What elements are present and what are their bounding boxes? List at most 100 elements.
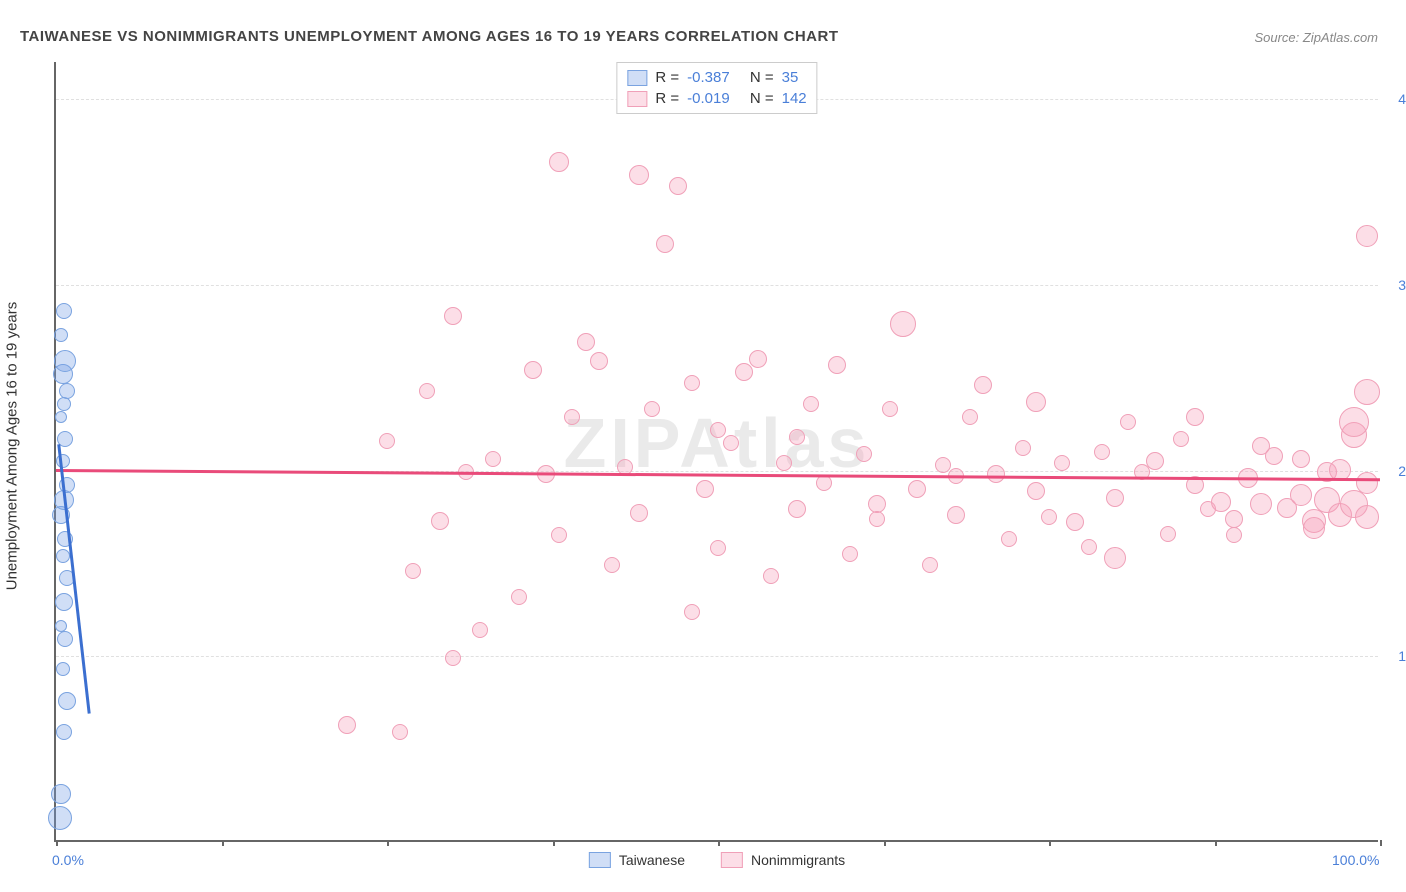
data-point-nonimmigrants xyxy=(629,165,649,185)
y-tick-label: 40.0% xyxy=(1398,91,1406,107)
data-point-nonimmigrants xyxy=(696,480,714,498)
data-point-nonimmigrants xyxy=(1026,392,1046,412)
y-tick-label: 30.0% xyxy=(1398,277,1406,293)
data-point-nonimmigrants xyxy=(1339,407,1369,437)
data-point-nonimmigrants xyxy=(908,480,926,498)
data-point-taiwanese xyxy=(56,549,70,563)
data-point-nonimmigrants xyxy=(710,422,726,438)
data-point-nonimmigrants xyxy=(1041,509,1057,525)
legend-label-taiwanese: Taiwanese xyxy=(619,852,685,868)
data-point-nonimmigrants xyxy=(1081,539,1097,555)
data-point-taiwanese xyxy=(56,724,72,740)
legend-swatch-nonimmigrants xyxy=(721,852,743,868)
data-point-nonimmigrants xyxy=(511,589,527,605)
data-point-nonimmigrants xyxy=(524,361,542,379)
data-point-taiwanese xyxy=(51,784,71,804)
data-point-nonimmigrants xyxy=(445,650,461,666)
data-point-nonimmigrants xyxy=(405,563,421,579)
source-label: Source: ZipAtlas.com xyxy=(1254,30,1378,45)
legend-label-nonimmigrants: Nonimmigrants xyxy=(751,852,845,868)
legend-nonimmigrants: Nonimmigrants xyxy=(721,852,845,868)
data-point-nonimmigrants xyxy=(1354,379,1380,405)
r-value-taiwanese: -0.387 xyxy=(687,69,730,86)
data-point-nonimmigrants xyxy=(1292,450,1310,468)
data-point-nonimmigrants xyxy=(1356,225,1378,247)
data-point-nonimmigrants xyxy=(1120,414,1136,430)
data-point-taiwanese xyxy=(54,328,68,342)
data-point-nonimmigrants xyxy=(1225,510,1243,528)
x-tick-label: 0.0% xyxy=(52,852,84,868)
data-point-nonimmigrants xyxy=(935,457,951,473)
data-point-nonimmigrants xyxy=(644,401,660,417)
swatch-taiwanese xyxy=(627,70,647,86)
data-point-nonimmigrants xyxy=(1303,517,1325,539)
stats-box: R = -0.387 N = 35 R = -0.019 N = 142 xyxy=(616,62,817,114)
data-point-nonimmigrants xyxy=(1173,431,1189,447)
data-point-taiwanese xyxy=(55,411,67,423)
data-point-nonimmigrants xyxy=(379,433,395,449)
legend-swatch-taiwanese xyxy=(589,852,611,868)
data-point-nonimmigrants xyxy=(1094,444,1110,460)
data-point-nonimmigrants xyxy=(549,152,569,172)
n-label: N = xyxy=(750,69,774,86)
r-value-nonimmigrants: -0.019 xyxy=(687,90,730,107)
data-point-nonimmigrants xyxy=(431,512,449,530)
data-point-nonimmigrants xyxy=(684,604,700,620)
x-tick-label: 100.0% xyxy=(1332,852,1379,868)
data-point-nonimmigrants xyxy=(1290,484,1312,506)
data-point-nonimmigrants xyxy=(1355,505,1379,529)
data-point-nonimmigrants xyxy=(1356,472,1378,494)
data-point-taiwanese xyxy=(57,397,71,411)
data-point-nonimmigrants xyxy=(1106,489,1124,507)
data-point-nonimmigrants xyxy=(444,307,462,325)
data-point-nonimmigrants xyxy=(763,568,779,584)
data-point-nonimmigrants xyxy=(962,409,978,425)
data-point-nonimmigrants xyxy=(338,716,356,734)
data-point-nonimmigrants xyxy=(1250,493,1272,515)
n-value-nonimmigrants: 142 xyxy=(782,90,807,107)
data-point-taiwanese xyxy=(54,350,76,372)
data-point-nonimmigrants xyxy=(1252,437,1270,455)
data-point-taiwanese xyxy=(56,662,70,676)
data-point-nonimmigrants xyxy=(890,311,916,337)
data-point-nonimmigrants xyxy=(577,333,595,351)
stats-nonimmigrants: R = -0.019 N = 142 xyxy=(627,88,806,109)
data-point-nonimmigrants xyxy=(392,724,408,740)
chart-area: ZIPAtlas R = -0.387 N = 35 R = -0.019 N … xyxy=(54,62,1378,842)
y-axis-label: Unemployment Among Ages 16 to 19 years xyxy=(4,302,21,591)
data-point-taiwanese xyxy=(57,631,73,647)
data-point-nonimmigrants xyxy=(749,350,767,368)
chart-title: TAIWANESE VS NONIMMIGRANTS UNEMPLOYMENT … xyxy=(20,28,839,45)
data-point-nonimmigrants xyxy=(947,506,965,524)
data-point-nonimmigrants xyxy=(630,504,648,522)
data-point-nonimmigrants xyxy=(789,429,805,445)
data-point-nonimmigrants xyxy=(564,409,580,425)
stats-taiwanese: R = -0.387 N = 35 xyxy=(627,67,806,88)
data-point-nonimmigrants xyxy=(669,177,687,195)
data-point-nonimmigrants xyxy=(1186,408,1204,426)
data-point-taiwanese xyxy=(59,383,75,399)
data-point-nonimmigrants xyxy=(1226,527,1242,543)
data-point-nonimmigrants xyxy=(987,465,1005,483)
data-point-taiwanese xyxy=(48,806,72,830)
data-point-nonimmigrants xyxy=(828,356,846,374)
data-point-nonimmigrants xyxy=(842,546,858,562)
data-point-nonimmigrants xyxy=(1160,526,1176,542)
data-point-nonimmigrants xyxy=(723,435,739,451)
data-point-nonimmigrants xyxy=(1066,513,1084,531)
data-point-nonimmigrants xyxy=(816,475,832,491)
data-point-taiwanese xyxy=(55,620,67,632)
data-point-nonimmigrants xyxy=(551,527,567,543)
data-point-nonimmigrants xyxy=(656,235,674,253)
y-tick-label: 10.0% xyxy=(1398,648,1406,664)
data-point-nonimmigrants xyxy=(1054,455,1070,471)
data-point-nonimmigrants xyxy=(604,557,620,573)
data-point-nonimmigrants xyxy=(869,511,885,527)
data-point-nonimmigrants xyxy=(882,401,898,417)
data-point-nonimmigrants xyxy=(776,455,792,471)
r-label: R = xyxy=(655,69,679,86)
data-point-taiwanese xyxy=(56,303,72,319)
data-point-nonimmigrants xyxy=(856,446,872,462)
y-tick-label: 20.0% xyxy=(1398,463,1406,479)
legend: Taiwanese Nonimmigrants xyxy=(589,852,845,868)
